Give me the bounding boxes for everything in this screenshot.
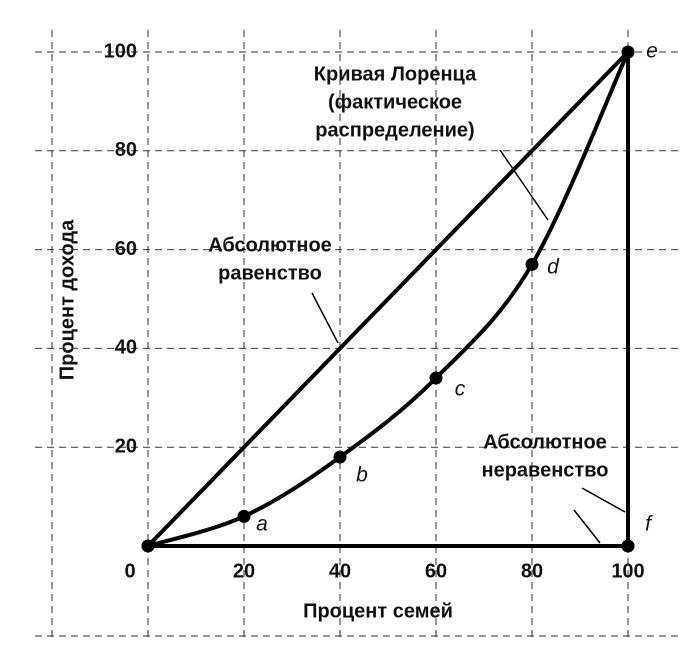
annotation: Абсолютное [483,431,607,453]
y-tick-label: 100 [104,40,137,62]
series-line [146,50,630,548]
data-point [621,45,635,59]
annotation: распределение) [315,119,474,141]
data-point [429,371,443,385]
data-point [237,509,251,523]
leader-line [573,509,601,544]
leader-lines [311,149,626,544]
x-tick-label: 20 [233,560,255,582]
annotation: (фактическое [328,91,462,113]
point-label: b [356,464,368,487]
leader-line [581,487,626,513]
x-axis-label: Процент семей [303,600,453,622]
y-tick-label: 40 [115,337,137,359]
point-label: c [455,378,466,401]
leader-line [311,292,339,344]
point-label: d [547,256,560,279]
annotation: Абсолютное [208,234,332,256]
annotation: неравенство [482,459,609,481]
y-tick-label: 20 [115,435,137,457]
y-axis-label: Процент дохода [56,219,78,380]
data-point [141,539,155,553]
data-point [333,450,347,464]
annotation: равенство [218,262,322,284]
x-tick-label: 80 [521,560,543,582]
leader-line [499,149,549,221]
data-point [621,539,635,553]
x-tick-label: 40 [329,560,351,582]
data-point [525,257,539,271]
point-label: a [256,513,268,536]
point-label: f [645,513,653,536]
x-tick-label: 0 [124,560,135,582]
y-tick-label: 80 [115,139,137,161]
point-label: e [646,40,658,63]
y-tick-label: 60 [115,238,137,260]
annotation: Кривая Лоренца [314,63,477,85]
x-tick-label: 100 [611,560,644,582]
x-tick-label: 60 [425,560,447,582]
